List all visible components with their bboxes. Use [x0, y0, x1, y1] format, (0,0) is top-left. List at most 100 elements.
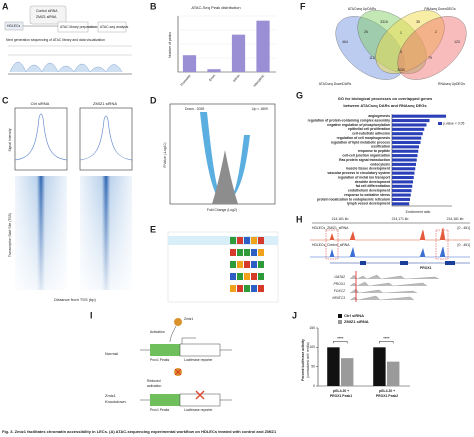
y-tick-label: negative regulation of phosphorylation — [327, 123, 390, 127]
label: Luciferase reporter — [184, 408, 213, 412]
bar — [392, 154, 418, 158]
bar — [392, 145, 419, 149]
y-axis-label: Transcription Start Site (TSS) — [8, 213, 12, 257]
set-label: RNAseq UpDEGs — [438, 82, 465, 86]
label: Reduced — [147, 379, 161, 383]
coord: 214,181 kb — [447, 217, 464, 221]
y-axis-label: Signal Intensity — [8, 128, 12, 151]
coord: 214,171 kb — [392, 217, 409, 221]
panel-label: C — [2, 95, 9, 105]
y-axis-label: Percent luciferase activity — [301, 339, 305, 381]
y-tick-label: response to oxidative stress — [344, 193, 390, 197]
panel-label: E — [150, 224, 156, 234]
y-axis-label: (normalized with renilla) — [306, 342, 310, 378]
bar — [392, 167, 416, 171]
y-tick-label: cell-cell junction organization — [342, 154, 390, 158]
panel-i: Zmiz1 Activation Normal Prox1 Peaks Luci… — [105, 317, 232, 412]
profile — [79, 115, 133, 161]
bar — [327, 347, 340, 386]
significance: **** — [337, 335, 344, 340]
y-tick-label: protein localization to endoplasmic reti… — [317, 197, 390, 201]
y-tick-label: 0 — [313, 384, 315, 388]
label: Prox1 Peaks — [150, 408, 170, 412]
label: HDLECs — [7, 24, 20, 28]
panel-h: 214,161 kb 214,171 kb 214,181 kb HDLECs_… — [310, 217, 470, 302]
bar — [392, 162, 416, 166]
bar — [392, 123, 427, 127]
gene-name: FOXC2 — [334, 289, 345, 293]
count: 26 — [364, 30, 368, 34]
bar — [392, 127, 425, 131]
y-axis-label: P.Value (-Log10) — [163, 143, 167, 168]
y-tick-label: lymph vessel development — [347, 202, 391, 206]
dish — [29, 5, 67, 25]
x-axis-label: Fold Change (Log2) — [207, 208, 237, 212]
highlight — [435, 229, 449, 260]
bar — [392, 140, 421, 145]
bar — [256, 20, 270, 73]
y-tick-label: regulation of protein-containing complex… — [308, 118, 390, 122]
label: Control siRNA — [36, 9, 58, 13]
frame — [79, 107, 133, 171]
panel-label: H — [296, 214, 303, 224]
bar — [392, 184, 413, 188]
caption: Fig. 3. Zmiz1 facilitates chromatin acce… — [2, 429, 277, 434]
bar — [182, 55, 197, 72]
tracks — [349, 274, 440, 301]
panel-label: J — [292, 310, 297, 320]
cross — [195, 390, 205, 400]
y-tick-label: Ras protein signal transduction — [339, 158, 390, 162]
bar — [392, 189, 412, 193]
count: 1 — [400, 31, 402, 35]
panel-e — [167, 231, 279, 303]
panel-f: ATACseq UpDARs RNAseq DownDEGs ATACseq D… — [319, 7, 467, 86]
panel-label: A — [2, 1, 9, 11]
legend-label: Ctrl siRNA — [344, 313, 364, 318]
label: Activation — [150, 330, 165, 334]
x-tick-label: pGL4.20 + — [379, 389, 395, 393]
x-tick-label: pGL4.20 + — [333, 389, 349, 393]
factor — [174, 318, 182, 326]
chart-title: ATAC-Seq Peak distribution — [191, 5, 240, 10]
label: Zmiz1 — [184, 317, 193, 321]
tss — [181, 337, 196, 344]
bar — [392, 202, 410, 206]
frame — [14, 107, 68, 171]
y-tick-label: ossification — [371, 145, 390, 149]
annotation: Down - 3039 — [185, 107, 204, 111]
bar — [392, 132, 423, 136]
chart-title: GO for biological processes on overlappe… — [338, 96, 433, 101]
x-axis-label: Enrichment ratio — [406, 210, 431, 214]
y-tick-label: response to peptide — [358, 149, 390, 153]
bar — [231, 34, 246, 72]
panel-d: Down - 3039 Up = 1809 Fold Change (Log2)… — [163, 103, 276, 212]
condition: Zmiz1 — [105, 393, 117, 398]
range: [0 - 461] — [458, 226, 470, 230]
gene-name: NFATC3 — [332, 296, 345, 300]
axis — [391, 114, 452, 207]
arrow — [169, 325, 177, 343]
y-tick-label: muscle tissue development — [346, 167, 391, 171]
label: Next generation sequencing of ATAC libra… — [6, 38, 105, 42]
bar — [392, 136, 422, 140]
panel-a: Control siRNA ZMIZ1 siRNA HDLECs ATAC li… — [4, 5, 132, 75]
count: 3030 — [397, 68, 405, 72]
gene-name: PROX1 — [334, 282, 346, 286]
bar — [392, 175, 414, 180]
condition: Ctrl siRNA — [31, 101, 50, 106]
y-tick-label: regulation of cell morphogenesis — [337, 136, 390, 140]
y-tick-label: regulation of metal ion transport — [338, 175, 391, 179]
count: 123 — [454, 40, 460, 44]
y-tick-label: endothelium development — [348, 189, 391, 193]
row-highlight — [168, 236, 278, 245]
heatmap-fade — [15, 176, 67, 290]
bar — [392, 171, 415, 175]
track-label: HDLECs_Control_siRNA — [312, 243, 350, 247]
annotation: Up = 1809 — [252, 107, 268, 111]
track — [310, 246, 470, 258]
condition: Knockdown — [105, 399, 126, 404]
condition: Normal — [105, 351, 118, 356]
arrow — [23, 25, 98, 28]
bar — [392, 119, 430, 123]
legend-swatch — [338, 314, 342, 318]
